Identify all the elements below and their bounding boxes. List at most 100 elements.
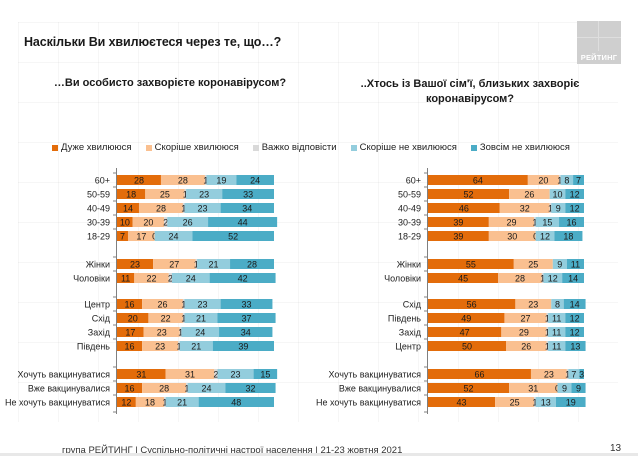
bar-segment [212, 341, 274, 351]
bar-segment [495, 397, 535, 407]
data-label: 18 [145, 398, 155, 408]
data-label: 1 [540, 274, 545, 284]
data-label: 10 [552, 190, 562, 200]
bar-segment [548, 327, 566, 337]
bar-segment [195, 259, 198, 269]
bar-segment [565, 203, 584, 213]
page-number: 13 [610, 443, 622, 454]
bar-segment [142, 299, 183, 309]
bar-segment [573, 175, 584, 185]
bar-segment [498, 273, 542, 283]
data-label: 46 [459, 204, 469, 214]
data-label: 28 [156, 204, 166, 214]
bar-segment [217, 313, 276, 323]
data-label: 49 [461, 314, 471, 324]
bar-segment [138, 203, 183, 213]
bar-segment [559, 217, 584, 227]
data-label: 12 [121, 398, 131, 408]
data-label: 25 [528, 260, 538, 270]
data-label: 1 [177, 342, 182, 352]
footer-text: група РЕЙТИНГ | Суспільно-політичні наст… [62, 445, 403, 456]
data-label: 28 [178, 176, 188, 186]
bar-segment [557, 383, 572, 393]
category-label: Південь [77, 342, 110, 352]
data-label: 23 [198, 300, 208, 310]
category-label: 18-29 [398, 232, 421, 242]
bar-segment [565, 189, 584, 199]
data-label: 11 [552, 314, 561, 324]
data-label: 2 [163, 218, 168, 228]
bar-segment [182, 313, 185, 323]
bar-segment [428, 327, 502, 337]
data-label: 64 [473, 176, 483, 186]
legend-item-very-worried: Дуже хвилююся [52, 142, 132, 153]
data-label: 1 [532, 398, 537, 408]
bar-segment [117, 397, 136, 407]
bar-segment [566, 369, 569, 379]
bar-segment [204, 175, 207, 185]
data-label: 1 [181, 204, 186, 214]
data-label: 1 [545, 328, 550, 338]
category-label: Жінки [86, 260, 110, 270]
bar-segment [220, 203, 274, 213]
bar-segment [530, 369, 567, 379]
data-label: 2 [168, 274, 173, 284]
page-title: Наскільки Ви хвилюєтеся через те, що…? [24, 35, 282, 49]
data-label: 28 [159, 384, 169, 394]
data-label: 55 [466, 260, 476, 270]
bar-segment [153, 259, 196, 269]
data-label: 21 [191, 342, 201, 352]
data-label: 31 [185, 370, 195, 380]
data-label: 1 [178, 328, 183, 338]
data-label: 21 [209, 260, 219, 270]
data-label: 29 [519, 328, 529, 338]
bar-segment [549, 203, 552, 213]
bar-segment [428, 313, 505, 323]
bar-segment [534, 217, 536, 227]
bar-segment [220, 299, 273, 309]
bar-segment [560, 175, 574, 185]
category-label: Захід [399, 328, 422, 338]
bar-segment [546, 327, 549, 337]
data-label: 11 [552, 328, 561, 338]
bar-segment [428, 217, 489, 227]
data-label: 26 [524, 190, 534, 200]
bar-segment [217, 369, 254, 379]
bar-segment [554, 231, 583, 241]
data-label: 15 [542, 218, 552, 228]
category-label: Хочуть вакцинуватися [329, 370, 422, 380]
bar-segment [179, 341, 213, 351]
category-label: Захід [88, 328, 111, 338]
bar-segment [160, 175, 205, 185]
data-label: 24 [201, 384, 211, 394]
legend-label: Скоріше не хвилююся [359, 142, 457, 153]
bar-segment [534, 397, 536, 407]
data-label: 15 [260, 370, 270, 380]
bar-segment [428, 383, 510, 393]
data-label: 24 [250, 176, 260, 186]
data-label: 32 [520, 204, 530, 214]
bar-segment [127, 231, 155, 241]
bar-segment [117, 383, 143, 393]
category-label: Схід [403, 300, 422, 310]
bar-segment [184, 313, 218, 323]
bar-segment [535, 397, 556, 407]
data-label: 9 [556, 204, 561, 214]
data-label: 19 [566, 398, 576, 408]
data-label: 22 [161, 314, 171, 324]
bar-segment [142, 341, 179, 351]
bar-segment [171, 273, 210, 283]
bar-segment [132, 217, 165, 227]
data-label: 16 [125, 342, 135, 352]
bar-segment [165, 369, 215, 379]
data-label: 1 [183, 190, 188, 200]
data-label: 1 [548, 204, 553, 214]
data-label: 31 [136, 370, 146, 380]
data-label: 66 [474, 370, 484, 380]
bar-segment [541, 273, 544, 283]
data-label: 13 [570, 342, 580, 352]
data-label: 16 [125, 300, 135, 310]
bar-segment [546, 341, 549, 351]
data-label: 11 [121, 274, 130, 284]
left-chart-title: …Ви особисто захворієте коронавірусом? [53, 77, 287, 89]
